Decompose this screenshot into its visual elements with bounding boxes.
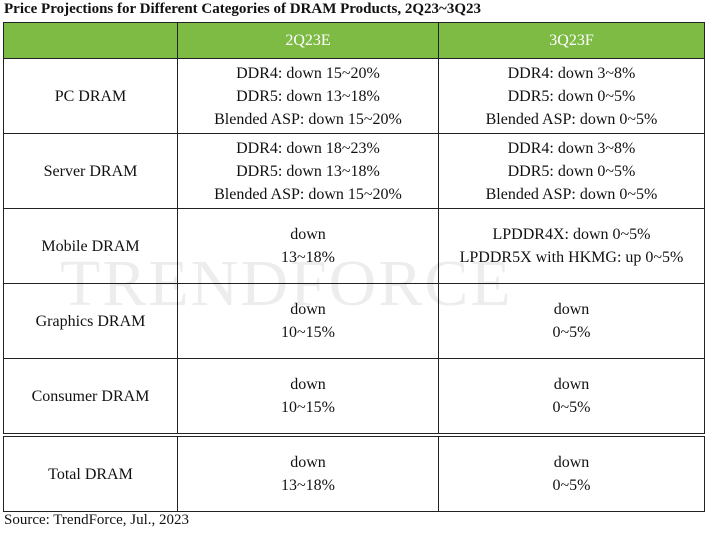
- table-row: Total DRAM down 13~18% down 0~5%: [3, 433, 705, 512]
- header-row: 2Q23E 3Q23F: [3, 22, 705, 59]
- cell-line: down: [553, 376, 590, 393]
- cell-line: 0~5%: [552, 324, 591, 341]
- table-cell: down 0~5%: [438, 433, 705, 512]
- row-label: Server DRAM: [3, 133, 178, 209]
- cell-line: 0~5%: [552, 477, 591, 494]
- cell-line: 13~18%: [281, 477, 335, 494]
- cell-line: Blended ASP: down 0~5%: [485, 110, 658, 128]
- title: Price Projections for Different Categori…: [4, 1, 481, 17]
- table-cell: down 10~15%: [177, 283, 439, 359]
- cell-line: 13~18%: [281, 249, 335, 266]
- cell-line: DDR4: down 15~20%: [236, 64, 380, 82]
- table-row: Graphics DRAM down 10~15% down 0~5%: [3, 283, 705, 359]
- table-cell: DDR4: down 18~23% DDR5: down 13~18% Blende…: [177, 133, 439, 209]
- cell-line: LPDDR5X with HKMG: up 0~5%: [459, 249, 684, 266]
- cell-line: down: [290, 301, 326, 318]
- row-label: Total DRAM: [3, 433, 178, 512]
- cell-line: DDR5: down 13~18%: [236, 87, 380, 105]
- table-row: Server DRAM DDR4: down 18~23% DDR5: down 1…: [3, 133, 705, 209]
- price-table: 2Q23E 3Q23F PC DRAM DDR4: down 15~20% DDR5:…: [3, 22, 705, 512]
- source: Source: TrendForce, Jul., 2023: [4, 512, 189, 528]
- column-header: 3Q23F: [438, 22, 705, 59]
- table-row: Mobile DRAM down 13~18% LPDDR4X: down 0~5% L…: [3, 208, 705, 284]
- cell-line: DDR5: down 0~5%: [507, 162, 636, 180]
- header-corner: [3, 22, 178, 59]
- table-cell: down 13~18%: [177, 208, 439, 284]
- cell-line: DDR4: down 3~8%: [507, 64, 636, 82]
- cell-line: 10~15%: [281, 324, 335, 341]
- table-cell: DDR4: down 3~8% DDR5: down 0~5% Blended AS…: [438, 133, 705, 209]
- cell-line: Blended ASP: down 15~20%: [214, 185, 402, 203]
- cell-line: down: [290, 454, 326, 471]
- cell-line: 0~5%: [552, 399, 591, 416]
- cell-line: LPDDR4X: down 0~5%: [492, 226, 651, 243]
- row-label: Mobile DRAM: [3, 208, 178, 284]
- table-row: PC DRAM DDR4: down 15~20% DDR5: down 13~18…: [3, 58, 705, 134]
- table-cell: down 0~5%: [438, 283, 705, 359]
- table-row: Consumer DRAM down 10~15% down 0~5%: [3, 358, 705, 436]
- table-cell: LPDDR4X: down 0~5% LPDDR5X with HKMG: up …: [438, 208, 705, 284]
- cell-line: DDR5: down 0~5%: [507, 87, 636, 105]
- cell-line: down: [553, 301, 590, 318]
- row-label: Consumer DRAM: [3, 358, 178, 436]
- column-header: 2Q23E: [177, 22, 439, 59]
- row-label: Graphics DRAM: [3, 283, 178, 359]
- cell-line: 10~15%: [281, 399, 335, 416]
- cell-line: Blended ASP: down 15~20%: [214, 110, 402, 128]
- table-cell: DDR4: down 15~20% DDR5: down 13~18% Blende…: [177, 58, 439, 134]
- cell-line: DDR5: down 13~18%: [236, 162, 380, 180]
- row-label: PC DRAM: [3, 58, 178, 134]
- cell-line: DDR4: down 3~8%: [507, 139, 636, 157]
- cell-line: DDR4: down 18~23%: [236, 139, 380, 157]
- table-cell: down 10~15%: [177, 358, 439, 436]
- cell-line: down: [290, 226, 326, 243]
- table-cell: down 0~5%: [438, 358, 705, 436]
- table-cell: down 13~18%: [177, 433, 439, 512]
- table-cell: DDR4: down 3~8% DDR5: down 0~5% Blended AS…: [438, 58, 705, 134]
- cell-line: down: [553, 454, 590, 471]
- cell-line: down: [290, 376, 326, 393]
- cell-line: Blended ASP: down 0~5%: [485, 185, 658, 203]
